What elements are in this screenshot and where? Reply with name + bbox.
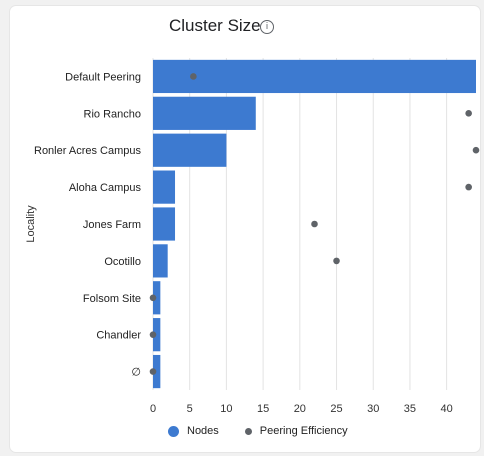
bar-3 — [153, 133, 227, 167]
x-tick-label: 0 — [150, 403, 156, 415]
x-tick-label: 15 — [257, 403, 269, 415]
category-label: ∅ — [131, 367, 141, 379]
category-label: Rio Rancho — [84, 108, 141, 120]
x-tick-label: 20 — [294, 403, 306, 415]
point-8 — [149, 331, 157, 338]
info-icon[interactable]: i — [260, 20, 274, 34]
x-tick-label: 25 — [330, 403, 342, 415]
x-tick-label: 40 — [441, 403, 453, 415]
point-9 — [149, 368, 157, 375]
category-label: Aloha Campus — [69, 182, 142, 194]
category-label: Folsom Site — [83, 293, 141, 305]
x-tick-label: 10 — [220, 403, 232, 415]
category-label: Default Peering — [65, 71, 141, 83]
bar-1 — [153, 59, 476, 94]
point-3 — [472, 146, 480, 154]
bar-4 — [153, 170, 176, 204]
bar-5 — [153, 207, 176, 241]
legend-label-peering-efficiency: Peering Efficiency — [259, 425, 348, 437]
point-2 — [465, 110, 472, 117]
x-tick-label: 5 — [187, 403, 193, 415]
category-label: Ocotillo — [104, 256, 141, 268]
point-6 — [333, 257, 340, 265]
x-tick-label: 30 — [367, 403, 379, 415]
legend-item-nodes[interactable]: Nodes — [168, 425, 219, 437]
point-4 — [465, 183, 472, 191]
legend-item-peering-efficiency[interactable]: Peering Efficiency — [244, 425, 348, 437]
point-5 — [311, 220, 318, 228]
bar-9 — [153, 354, 161, 389]
chart-card: Cluster Size i 0 5 10 15 20 25 30 35 40 Default P… — [10, 6, 480, 452]
category-label: Chandler — [96, 330, 141, 342]
point-7 — [149, 294, 157, 302]
bar-6 — [153, 244, 168, 278]
bar-8 — [153, 318, 161, 352]
bar-2 — [153, 96, 256, 130]
legend: Nodes Peering Efficiency — [168, 425, 348, 437]
point-1 — [190, 73, 197, 80]
bar-7 — [153, 281, 161, 315]
legend-swatch-peering-efficiency — [244, 427, 252, 435]
category-label: Jones Farm — [83, 219, 141, 231]
legend-label-nodes: Nodes — [187, 425, 219, 437]
category-label: Ronler Acres Campus — [34, 145, 141, 157]
legend-swatch-nodes — [168, 425, 179, 437]
chart-title: Cluster Size — [169, 16, 261, 35]
chart-plot: 0 5 10 15 20 25 30 35 40 Default Peering Rio Ranch… — [25, 58, 480, 415]
y-axis-title: Locality — [25, 205, 37, 243]
x-tick-label: 35 — [404, 403, 416, 415]
